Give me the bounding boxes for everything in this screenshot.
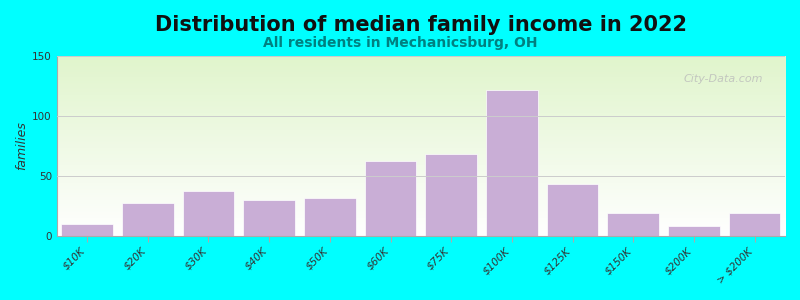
Bar xyxy=(122,203,174,236)
Bar xyxy=(668,226,720,236)
Bar xyxy=(182,191,234,236)
Y-axis label: families: families xyxy=(15,121,28,170)
Bar xyxy=(62,224,113,236)
Bar xyxy=(547,184,598,236)
Title: Distribution of median family income in 2022: Distribution of median family income in … xyxy=(155,15,687,35)
Bar xyxy=(365,161,416,236)
Bar xyxy=(243,200,295,236)
Text: All residents in Mechanicsburg, OH: All residents in Mechanicsburg, OH xyxy=(262,36,538,50)
Bar xyxy=(607,213,659,236)
Bar xyxy=(304,198,356,236)
Bar xyxy=(426,154,477,236)
Bar xyxy=(486,89,538,236)
Bar xyxy=(729,213,781,236)
Text: City-Data.com: City-Data.com xyxy=(684,74,763,84)
